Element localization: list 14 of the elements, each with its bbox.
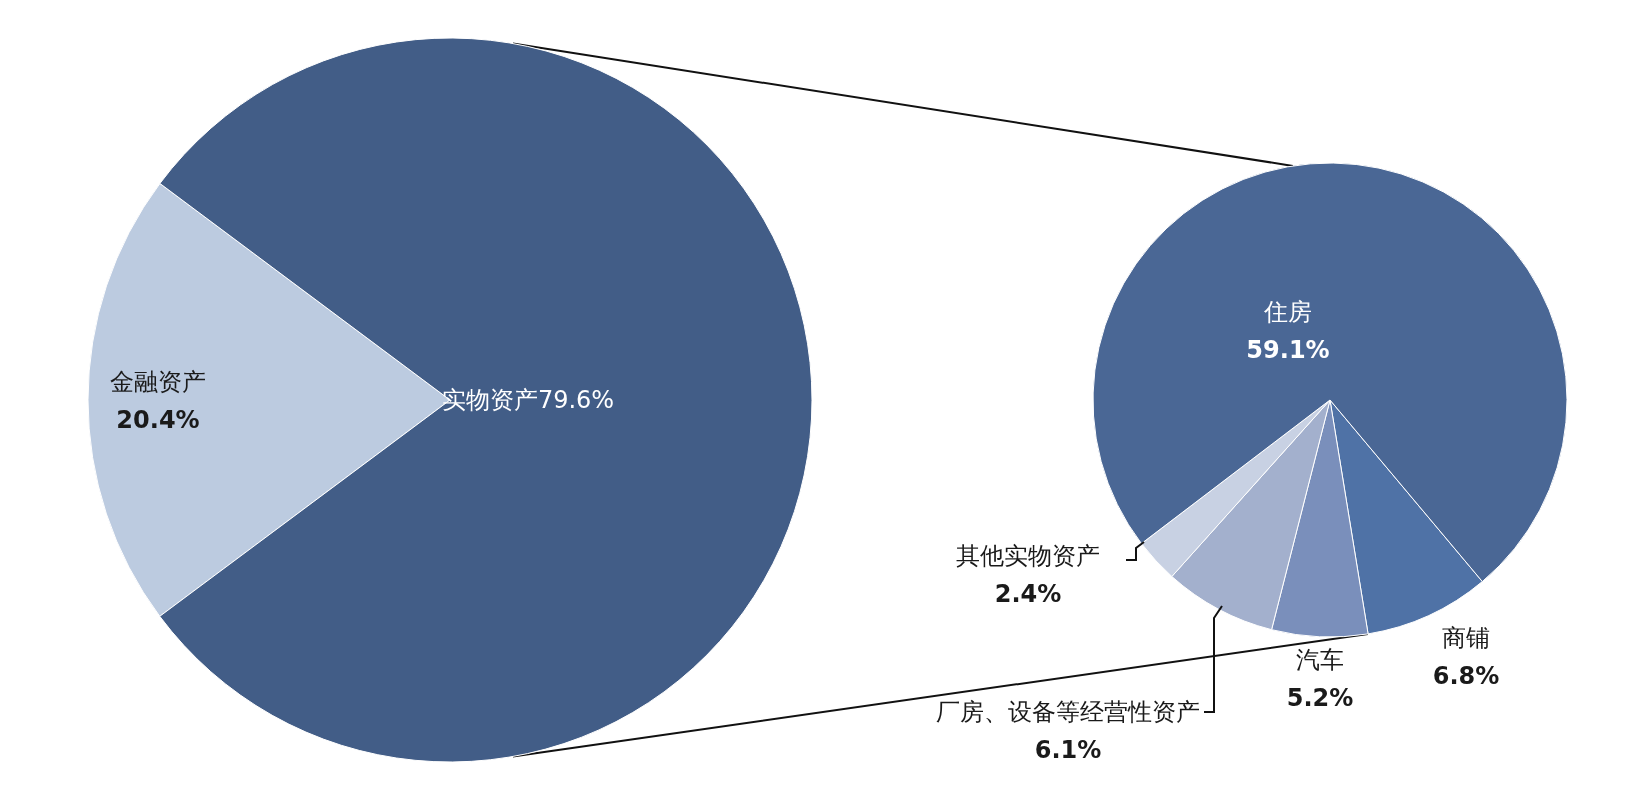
slice-label: 汽车 (1296, 646, 1344, 674)
slice-label: 实物资产 (441, 386, 538, 414)
data-label: 2.4% (994, 580, 1062, 609)
data-label: 59.1% (1246, 336, 1330, 365)
data-label: 79.6% (537, 386, 615, 414)
slice-label: 住房 (1263, 298, 1312, 326)
data-label: 6.1% (1034, 736, 1102, 765)
data-label: 6.8% (1432, 662, 1500, 691)
slice-label: 厂房、设备等经营性资产 (936, 698, 1200, 726)
data-label: 5.2% (1286, 684, 1354, 713)
slice-label: 金融资产 (110, 368, 206, 396)
data-label: 20.4% (116, 406, 200, 435)
slice-label: 其他实物资产 (956, 542, 1100, 570)
slice-label: 商铺 (1442, 624, 1490, 652)
